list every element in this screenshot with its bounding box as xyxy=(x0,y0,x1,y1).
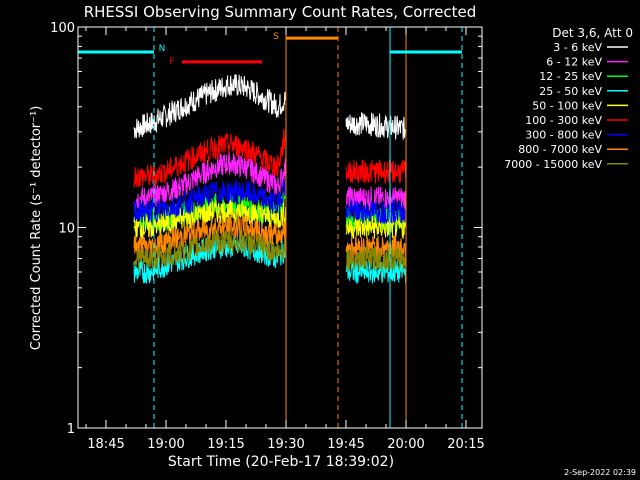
legend-label: 50 - 100 keV xyxy=(532,99,602,112)
legend-label: 12 - 25 keV xyxy=(539,70,602,83)
footer-date: 2-Sep-2022 02:39 xyxy=(564,468,636,477)
x-axis-label: Start Time (20-Feb-17 18:39:02) xyxy=(168,454,394,470)
axis-layer: 1 10 100 18:45 19:00 19:15 19:30 19:45 20:00 20:1… xyxy=(50,21,485,452)
legend-label: 7000 - 15000 keV xyxy=(504,158,602,171)
legend-label: 3 - 6 keV xyxy=(553,41,602,54)
y-tick-label: 10 xyxy=(58,222,75,237)
x-tick-label: 20:00 xyxy=(387,437,424,452)
legend-label: 100 - 300 keV xyxy=(525,114,602,127)
series-line-6 xyxy=(133,128,407,189)
legend-title: Det 3,6, Att 0 xyxy=(552,26,633,40)
x-tick-label: 18:45 xyxy=(87,437,124,452)
legend-label: 300 - 800 keV xyxy=(525,129,602,142)
x-tick-label: 20:15 xyxy=(447,437,484,452)
series-line-5 xyxy=(133,199,407,240)
chart-title: RHESSI Observing Summary Count Rates, Co… xyxy=(84,3,477,21)
y-axis-label: Corrected Count Rate (s⁻¹ detector⁻¹) xyxy=(29,106,44,351)
series-line-8 xyxy=(133,215,407,260)
flag-label-s: S xyxy=(273,32,279,42)
legend-label: 25 - 50 keV xyxy=(539,85,602,98)
x-tick-label: 19:45 xyxy=(327,437,364,452)
y-tick-label: 100 xyxy=(50,21,75,36)
legend-label: 6 - 12 keV xyxy=(546,56,602,69)
series-line-7 xyxy=(133,172,407,224)
series-line-1 xyxy=(133,74,407,140)
plot-layer xyxy=(133,74,407,284)
y-tick-label: 1 xyxy=(67,422,75,437)
series-line-9 xyxy=(133,229,407,271)
flag-label-n: N xyxy=(159,44,166,54)
x-tick-label: 19:30 xyxy=(267,437,304,452)
flag-label-f: F xyxy=(169,57,174,67)
x-tick-label: 19:00 xyxy=(147,437,184,452)
x-tick-label: 19:15 xyxy=(207,437,244,452)
legend-label: 800 - 7000 keV xyxy=(518,143,602,156)
